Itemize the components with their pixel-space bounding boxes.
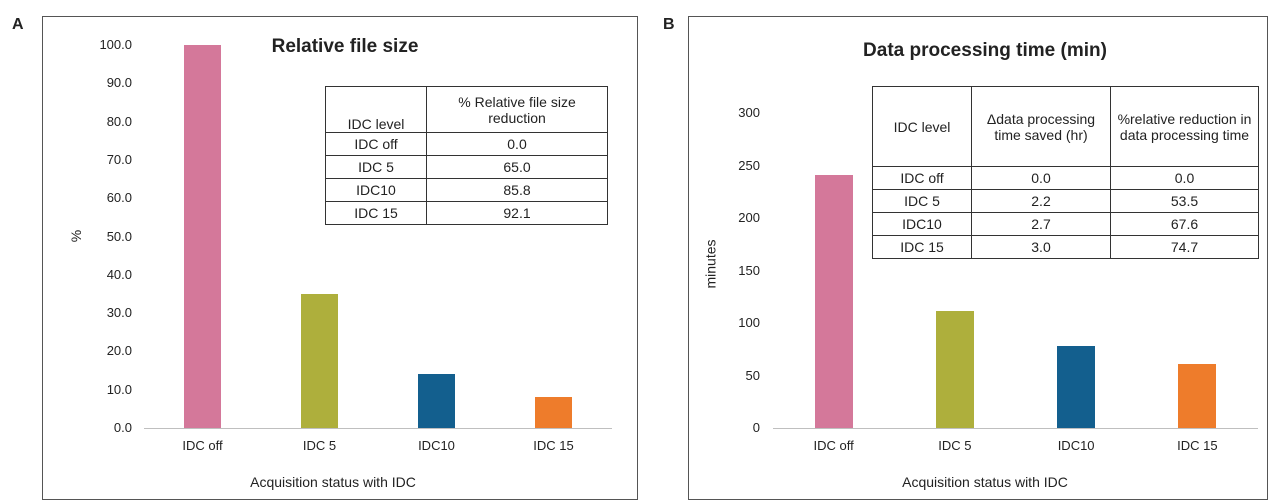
table-header: IDC level	[325, 86, 427, 133]
panel-a-table: IDC level % Relative file size reduction…	[325, 86, 608, 225]
table-cell: IDC 5	[325, 155, 427, 179]
table-cell: 2.7	[971, 212, 1111, 236]
table-cell: 85.8	[426, 178, 608, 202]
a-category-label: IDC 15	[533, 438, 574, 453]
a-ytick-label: 30.0	[106, 305, 132, 321]
table-cell: 67.6	[1110, 212, 1259, 236]
a-ytick-label: 50.0	[106, 228, 132, 244]
table-cell: 65.0	[426, 155, 608, 179]
table-cell: IDC off	[872, 166, 972, 190]
table-cell: 0.0	[971, 166, 1111, 190]
table-cell: 0.0	[1110, 166, 1259, 190]
a-bar	[184, 45, 221, 428]
table-cell: IDC 15	[872, 235, 972, 259]
table-row: IDC off 0.0	[325, 132, 608, 156]
panel-b-title: Data processing time (min)	[863, 40, 1107, 61]
a-ytick-label: 70.0	[106, 151, 132, 167]
a-bar	[301, 293, 338, 428]
panel-b-table: IDC level Δdata processing time saved (h…	[872, 86, 1259, 259]
a-ytick-label: 0.0	[113, 420, 132, 435]
b-ytick-label: 250	[738, 157, 760, 173]
panel-a-letter: A	[12, 16, 24, 33]
a-ytick-label: 80.0	[106, 113, 132, 129]
table-cell: IDC off	[325, 132, 427, 156]
a-ytick-label: 60.0	[106, 190, 132, 206]
a-x-axis-line	[144, 428, 612, 429]
b-ytick-label: 300	[738, 105, 760, 120]
b-category-label: IDC10	[1057, 438, 1095, 453]
table-row: IDC10 2.7 67.6	[872, 212, 1259, 236]
panel-a-ylabel: %	[68, 229, 85, 243]
table-header: % Relative file size reduction	[426, 86, 608, 133]
b-x-axis-line	[773, 428, 1258, 429]
panel-b-ylabel: minutes	[702, 239, 719, 289]
a-category-label: IDC 5	[302, 438, 337, 453]
table-cell: IDC 5	[872, 189, 972, 213]
table-cell: IDC10	[872, 212, 972, 236]
b-ytick-label: 0	[752, 420, 760, 435]
table-cell: 2.2	[971, 189, 1111, 213]
table-row: IDC 5 65.0	[325, 155, 608, 179]
table-cell: 74.7	[1110, 235, 1259, 259]
b-bar	[1178, 363, 1217, 428]
table-header: Δdata processing time saved (hr)	[971, 86, 1111, 167]
b-bar	[1057, 346, 1096, 428]
b-ytick-label: 50	[745, 367, 760, 383]
a-ytick-label: 10.0	[106, 381, 132, 397]
b-category-label: IDC off	[813, 438, 854, 453]
b-bar	[814, 174, 853, 428]
a-category-label: IDC off	[182, 438, 223, 453]
table-row: IDC10 85.8	[325, 178, 608, 202]
panel-b-xlabel: Acquisition status with IDC	[902, 474, 1068, 490]
table-cell: IDC 15	[325, 201, 427, 225]
b-ytick-label: 100	[738, 315, 760, 330]
table-cell: IDC10	[325, 178, 427, 202]
table-row: IDC 5 2.2 53.5	[872, 189, 1259, 213]
a-bar	[418, 374, 455, 428]
panel-a-title: Relative file size	[271, 36, 419, 57]
a-ytick-label: 20.0	[106, 343, 132, 359]
table-cell: 0.0	[426, 132, 608, 156]
b-category-label: IDC 15	[1177, 438, 1218, 453]
panel-b-letter: B	[663, 16, 675, 33]
table-row: IDC 15 3.0 74.7	[872, 235, 1259, 259]
a-category-label: IDC10	[418, 438, 455, 453]
a-ytick-label: 100.0	[99, 37, 132, 52]
table-header: IDC level	[872, 86, 972, 167]
table-row: IDC 15 92.1	[325, 201, 608, 225]
a-ytick-label: 90.0	[106, 75, 132, 91]
b-category-label: IDC 5	[938, 438, 972, 453]
b-ytick-label: 150	[738, 262, 760, 278]
a-bar	[535, 397, 572, 428]
table-header: %relative reduction in data processing t…	[1110, 86, 1259, 167]
table-cell: 3.0	[971, 235, 1111, 259]
table-row: IDC off 0.0 0.0	[872, 166, 1259, 190]
table-cell: 92.1	[426, 201, 608, 225]
panel-a-xlabel: Acquisition status with IDC	[250, 474, 416, 490]
b-bar	[935, 311, 974, 428]
a-ytick-label: 40.0	[106, 266, 132, 282]
b-ytick-label: 200	[738, 210, 760, 225]
table-cell: 53.5	[1110, 189, 1259, 213]
